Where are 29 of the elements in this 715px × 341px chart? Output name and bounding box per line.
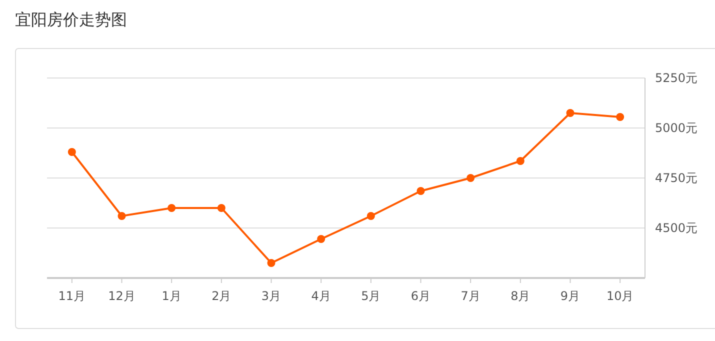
x-tick-label: 12月 bbox=[108, 289, 136, 303]
x-tick-label: 11月 bbox=[58, 289, 86, 303]
x-tick-label: 1月 bbox=[162, 289, 182, 303]
point bbox=[416, 187, 425, 195]
y-tick-label: 5000元 bbox=[655, 121, 698, 135]
y-tick-label: 5250元 bbox=[655, 71, 698, 85]
x-tick-label: 10月 bbox=[606, 289, 634, 303]
point bbox=[516, 157, 524, 165]
x-tick-label: 3月 bbox=[261, 289, 282, 303]
point bbox=[466, 174, 475, 182]
x-tick-label: 7月 bbox=[460, 289, 480, 303]
x-tick-label: 8月 bbox=[510, 289, 530, 303]
x-tick-label: 2月 bbox=[212, 289, 232, 303]
x-tick-label: 4月 bbox=[311, 289, 331, 303]
point bbox=[217, 204, 226, 212]
point bbox=[317, 235, 326, 243]
x-tick-label: 6月 bbox=[410, 289, 431, 303]
y-tick-label: 4500元 bbox=[655, 221, 698, 235]
point bbox=[267, 259, 276, 267]
point bbox=[566, 109, 574, 117]
point bbox=[68, 148, 76, 156]
point bbox=[168, 204, 176, 212]
point bbox=[366, 212, 375, 220]
y-tick-label: 4750元 bbox=[655, 171, 698, 185]
x-tick-label: 9月 bbox=[560, 289, 580, 303]
point bbox=[118, 212, 126, 220]
x-tick-label: 5月 bbox=[361, 289, 381, 303]
point bbox=[616, 113, 624, 121]
chart-title: 宜阳房价走势图 bbox=[15, 10, 127, 29]
